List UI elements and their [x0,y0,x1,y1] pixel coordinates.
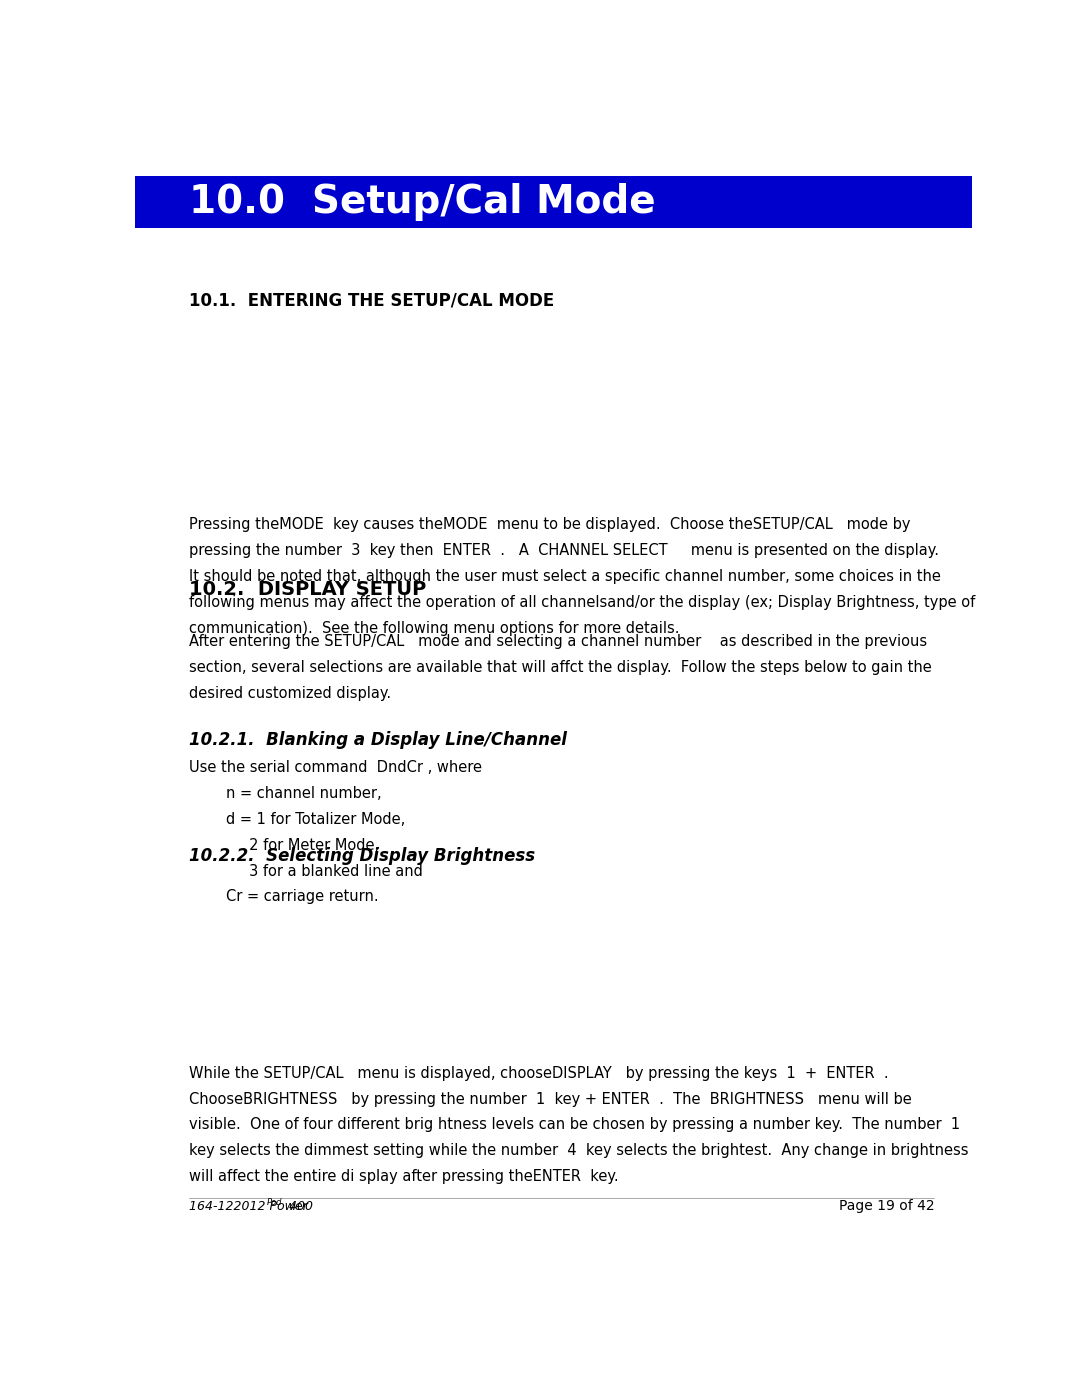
Text: Page 19 of 42: Page 19 of 42 [839,1199,934,1213]
Text: section, several selections are available that will a​ff​ct the display.  Follow: section, several selections are availabl… [189,661,932,675]
Text: visible.  One of four different brig htness levels can be chosen by p​res​sing a: visible. One of four different brig htne… [189,1118,960,1133]
Text: It should be noted that, although the user must s​el​ect a specific channel numb: It should be noted that, although the us… [189,569,942,584]
Text: following menus may affect the operation of all channels​and/or the display (ex;: following menus may affect the operation… [189,595,975,609]
Text: 400: 400 [285,1200,313,1213]
Text: 164-122012 Power: 164-122012 Power [189,1200,308,1213]
Text: communication).  See the following menu options for more details.: communication). See the following menu o… [189,620,680,636]
Text: n = channel number,: n = channel number, [189,787,382,800]
Text: desired customized display.: desired customized display. [189,686,392,701]
Text: 10.2.1.  Blanking a Display Line/Channel: 10.2.1. Blanking a Display Line/Channel [189,731,567,749]
Text: 10.2.  DISPLAY SETUP: 10.2. DISPLAY SETUP [189,580,427,599]
Text: While the SETUP/CAL   menu is displayed, choose​DISPLAY​   by pressing the keys : While the SETUP/CAL menu is displayed, c… [189,1066,889,1081]
Text: Cr = carriage return.: Cr = carriage return. [189,890,379,904]
Bar [135,176,972,228]
Text: After entering the SETUP/CAL   mode and selecting a channel number    as describ: After entering the SETUP/CAL mode and se… [189,634,928,650]
Text: Pod: Pod [267,1197,282,1207]
Text: Pressing the​MODE​  key causes the​MODE​  menu to be displayed.  Choose the​SETU: Pressing the​MODE​ key causes the​MODE​ … [189,517,910,532]
Text: d = 1 for Totalizer Mode,: d = 1 for Totalizer Mode, [189,812,406,827]
Text: key selects the dimmest setting while the number  4  key selects the brightest. : key selects the dimmest setting while th… [189,1143,969,1158]
Text: 10.1.  ENTERING THE SETUP/CAL MODE: 10.1. ENTERING THE SETUP/CAL MODE [189,292,555,309]
Text: 10.0  Setup/Cal Mode: 10.0 Setup/Cal Mode [189,183,656,221]
Text: pressing the number  3  key then  ENTER  .   A  CHANNEL SELECT     menu is prese: pressing the number 3 key then ENTER . A… [189,543,940,557]
Text: 3 for a blanked line and: 3 for a blanked line and [189,863,423,879]
Text: 2 for Meter Mode,: 2 for Meter Mode, [189,838,379,852]
Text: 10.2.2.  Selecting Display Brightness: 10.2.2. Selecting Display Brightness [189,848,536,866]
Text: Choose​BRIGHTNESS​   by pressing the number  1  key + ENTER  .  The  BRIGHTNESS​: Choose​BRIGHTNESS​ by pressing the numbe… [189,1091,913,1106]
Text: Use the serial command  DndCr , where: Use the serial command DndCr , where [189,760,483,775]
Text: will affect the entire di splay after pressing the​ENTER​  key.: will affect the entire di splay after pr… [189,1169,619,1185]
